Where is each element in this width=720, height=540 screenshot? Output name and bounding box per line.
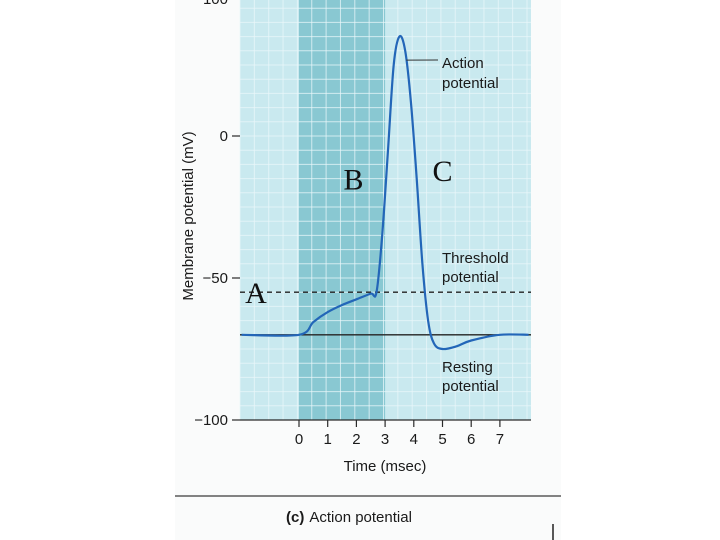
y-axis: 0 −50 −100 100 — [194, 0, 240, 429]
x-tick-label: 1 — [324, 431, 332, 448]
y-tick-label: 0 — [220, 128, 228, 145]
x-axis-title: Time (msec) — [344, 458, 427, 475]
x-tick-label: 2 — [352, 431, 360, 448]
caption-tag: (c) — [286, 509, 304, 526]
phase-marker-a: A — [245, 277, 267, 310]
phase-marker-c: C — [432, 155, 452, 188]
y-axis-title: Membrane potential (mV) — [180, 131, 197, 300]
action-potential-label: Action potential — [442, 55, 499, 92]
y-tick-label: 100 — [203, 0, 228, 8]
membrane-potential-trace — [241, 34, 529, 351]
figure-caption: (c) Action potential — [286, 509, 412, 526]
shaded-interval — [299, 0, 386, 420]
x-tick-label: 5 — [438, 431, 446, 448]
y-tick-label: −100 — [194, 412, 228, 429]
x-tick-label: 4 — [410, 431, 418, 448]
x-tick-label: 3 — [381, 431, 389, 448]
x-tick-label: 7 — [496, 431, 504, 448]
phase-marker-b: B — [344, 164, 364, 197]
x-tick-label: 0 — [295, 431, 303, 448]
threshold-potential-label: Threshold potential — [442, 250, 513, 286]
resting-potential-label: Resting potential — [442, 359, 499, 395]
x-axis: 0 1 2 3 4 5 6 7 — [240, 419, 531, 448]
caption-text: Action potential — [309, 509, 412, 526]
y-tick-label: −50 — [203, 270, 228, 287]
phase-markers: A B C — [245, 155, 452, 310]
plot-background — [240, 0, 531, 420]
x-tick-label: 6 — [467, 431, 475, 448]
